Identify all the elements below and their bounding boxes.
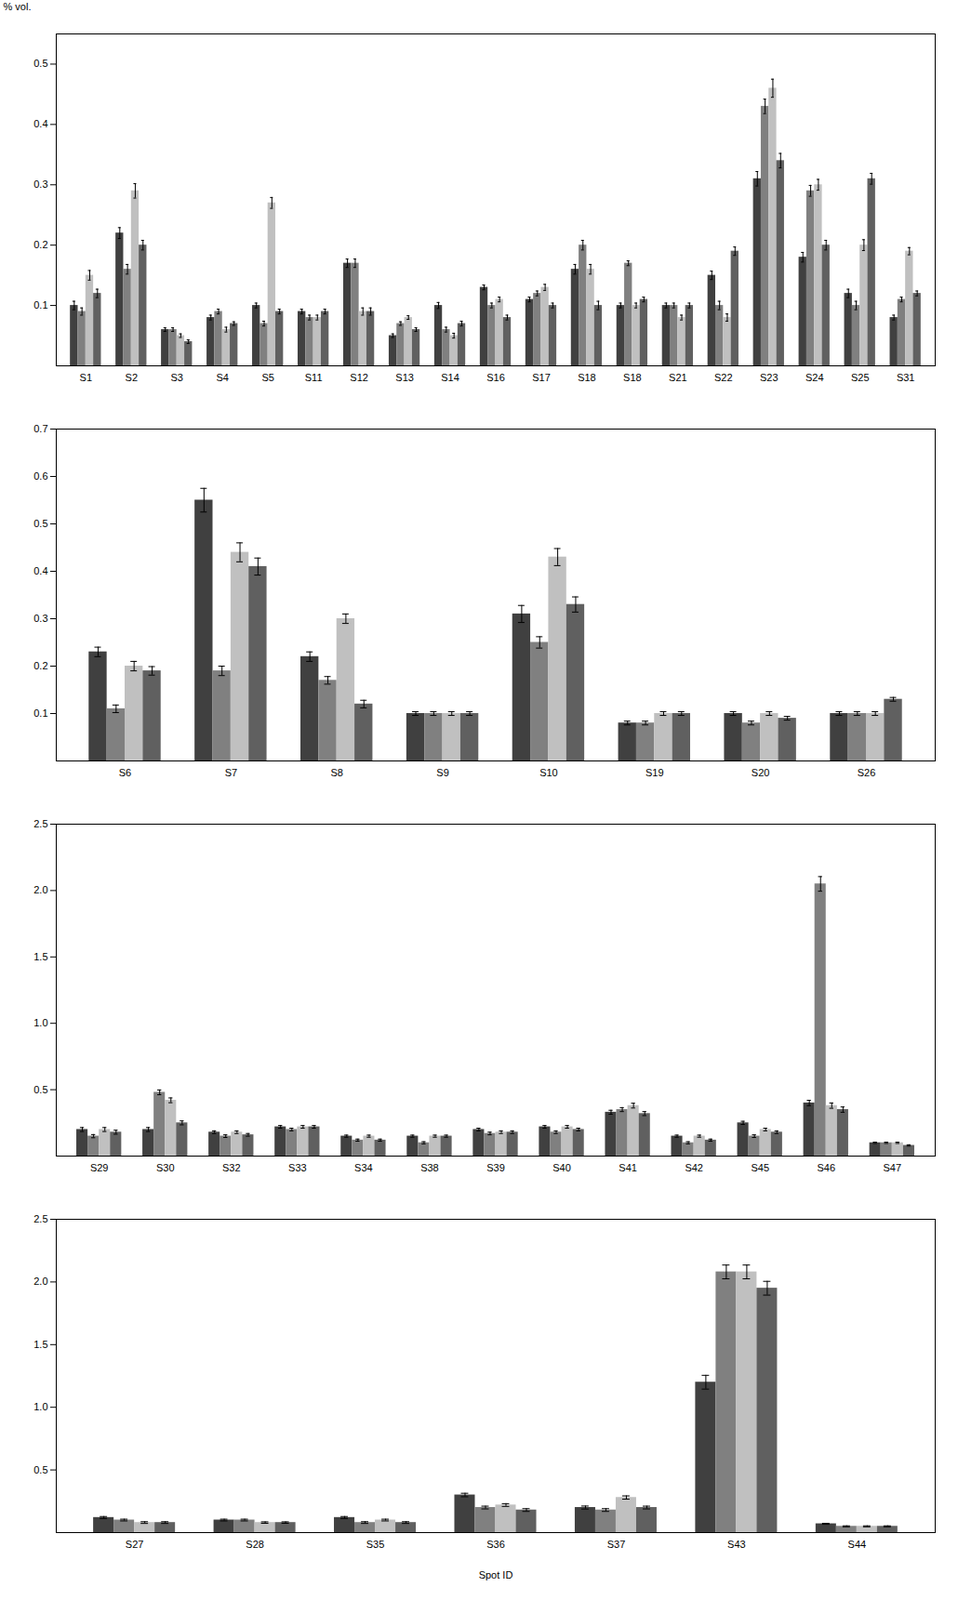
- svg-text:S30: S30: [156, 1162, 175, 1174]
- svg-text:S39: S39: [486, 1162, 506, 1174]
- svg-text:2.5: 2.5: [33, 1213, 48, 1225]
- svg-text:S20: S20: [751, 767, 771, 779]
- svg-text:0.2: 0.2: [33, 239, 48, 251]
- svg-text:2.5: 2.5: [33, 818, 48, 830]
- svg-text:0.4: 0.4: [33, 118, 48, 130]
- svg-text:S7: S7: [225, 767, 238, 779]
- svg-text:S40: S40: [552, 1162, 572, 1174]
- svg-text:S13: S13: [395, 372, 414, 384]
- svg-text:S31: S31: [896, 372, 916, 384]
- svg-text:S47: S47: [883, 1162, 903, 1174]
- svg-text:S36: S36: [486, 1539, 506, 1551]
- svg-text:S33: S33: [288, 1162, 307, 1174]
- svg-text:S25: S25: [851, 372, 870, 384]
- svg-text:S18: S18: [623, 372, 642, 384]
- svg-text:0.1: 0.1: [33, 299, 48, 311]
- svg-text:S18: S18: [577, 372, 597, 384]
- svg-text:0.5: 0.5: [33, 1464, 48, 1477]
- svg-text:S17: S17: [532, 372, 551, 384]
- svg-text:0.3: 0.3: [33, 612, 48, 625]
- svg-text:S3: S3: [171, 372, 184, 384]
- svg-text:1.0: 1.0: [33, 1017, 48, 1029]
- svg-text:S12: S12: [349, 372, 369, 384]
- svg-text:0.6: 0.6: [33, 470, 48, 482]
- svg-text:S28: S28: [245, 1539, 265, 1551]
- svg-text:S32: S32: [222, 1162, 241, 1174]
- svg-text:S1: S1: [79, 372, 93, 384]
- svg-text:S14: S14: [440, 372, 460, 384]
- svg-text:1.5: 1.5: [33, 1339, 48, 1351]
- svg-text:S38: S38: [420, 1162, 440, 1174]
- svg-text:S19: S19: [645, 767, 665, 779]
- svg-text:S6: S6: [119, 767, 132, 779]
- svg-text:S35: S35: [366, 1539, 386, 1551]
- svg-text:S23: S23: [759, 372, 779, 384]
- svg-text:0.5: 0.5: [33, 518, 48, 530]
- svg-text:S5: S5: [261, 372, 274, 384]
- svg-text:0.4: 0.4: [33, 565, 48, 577]
- svg-text:S27: S27: [125, 1539, 145, 1551]
- svg-text:S4: S4: [215, 372, 228, 384]
- svg-text:0.3: 0.3: [33, 178, 48, 190]
- svg-text:S22: S22: [714, 372, 733, 384]
- svg-text:0.1: 0.1: [33, 707, 48, 719]
- svg-text:S42: S42: [684, 1162, 704, 1174]
- svg-text:S29: S29: [90, 1162, 109, 1174]
- svg-text:S16: S16: [486, 372, 506, 384]
- svg-text:S11: S11: [305, 372, 323, 384]
- svg-text:S41: S41: [618, 1162, 638, 1174]
- svg-text:0.5: 0.5: [33, 1084, 48, 1096]
- svg-text:% vol.: % vol.: [3, 0, 32, 13]
- svg-text:0.5: 0.5: [33, 57, 48, 69]
- svg-text:S34: S34: [354, 1162, 373, 1174]
- svg-text:S21: S21: [668, 372, 688, 384]
- svg-text:S9: S9: [436, 767, 449, 779]
- svg-text:1.0: 1.0: [33, 1401, 48, 1413]
- svg-text:S43: S43: [727, 1539, 746, 1551]
- svg-text:S45: S45: [750, 1162, 770, 1174]
- svg-text:S26: S26: [857, 767, 877, 779]
- svg-text:S10: S10: [539, 767, 559, 779]
- svg-text:S2: S2: [125, 372, 138, 384]
- svg-text:2.0: 2.0: [33, 1276, 48, 1288]
- svg-text:S24: S24: [805, 372, 825, 384]
- svg-text:S37: S37: [607, 1539, 626, 1551]
- svg-text:S44: S44: [848, 1539, 867, 1551]
- svg-text:1.5: 1.5: [33, 951, 48, 963]
- svg-text:Spot ID: Spot ID: [479, 1570, 514, 1582]
- svg-text:2.0: 2.0: [33, 884, 48, 896]
- svg-text:S8: S8: [330, 767, 343, 779]
- svg-text:0.2: 0.2: [33, 660, 48, 672]
- svg-text:S46: S46: [816, 1162, 836, 1174]
- svg-text:0.7: 0.7: [33, 423, 48, 435]
